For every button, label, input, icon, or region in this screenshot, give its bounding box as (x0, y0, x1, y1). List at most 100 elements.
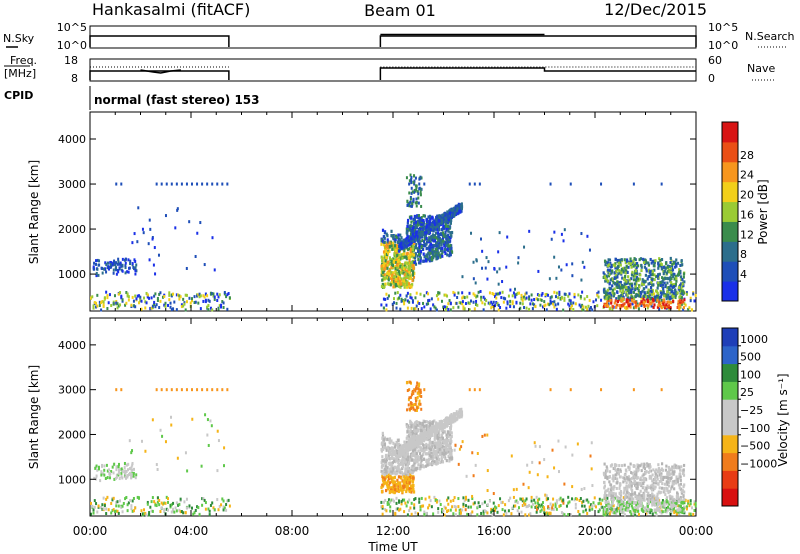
data-cell (668, 306, 672, 310)
data-cell (433, 305, 436, 309)
data-cell (394, 443, 397, 447)
data-cell (685, 505, 688, 509)
data-cell (159, 291, 162, 295)
data-cell (497, 504, 500, 508)
data-cell (100, 266, 103, 270)
data-cell (413, 225, 416, 230)
data-cell (411, 300, 414, 304)
data-cell (112, 300, 115, 304)
data-cell (672, 261, 676, 265)
data-cell (413, 388, 416, 392)
data-cell (212, 294, 215, 298)
data-cell (428, 447, 431, 451)
data-cell (533, 303, 536, 307)
data-cell (664, 285, 667, 289)
data-cell (640, 265, 643, 269)
data-cell (401, 465, 405, 469)
data-cell (389, 490, 392, 494)
nsky-label: N.Sky (3, 32, 35, 45)
data-cell (662, 269, 665, 273)
data-cell (500, 296, 503, 300)
data-cell (184, 293, 187, 297)
data-cell (403, 279, 406, 283)
data-cell (427, 215, 430, 219)
data-cell (688, 306, 691, 310)
data-cell (424, 497, 427, 501)
data-cell (206, 305, 209, 309)
data-cell (393, 457, 396, 461)
data-cell (387, 454, 390, 458)
data-cell (536, 506, 539, 510)
data-cell (137, 206, 140, 210)
data-cell (413, 271, 416, 275)
data-cell (466, 295, 469, 299)
data-cell (408, 247, 412, 251)
data-cell (608, 286, 611, 290)
data-cell (384, 249, 388, 254)
data-cell (221, 300, 224, 304)
data-cell (618, 269, 621, 273)
data-cell (415, 304, 418, 308)
data-cell (382, 478, 385, 482)
data-cell (406, 269, 409, 274)
data-cell (441, 250, 444, 254)
data-cell (388, 249, 391, 253)
data-cell (416, 423, 419, 427)
data-cell (620, 258, 623, 262)
data-cell (410, 241, 413, 245)
data-cell (132, 299, 135, 303)
data-cell (439, 248, 443, 253)
data-cell (664, 277, 667, 281)
data-cell (666, 265, 669, 269)
data-cell (672, 283, 676, 287)
freq-tick-bottom: 8 (71, 72, 78, 85)
data-cell (384, 258, 387, 263)
data-cell (434, 225, 437, 229)
data-cell (412, 275, 416, 279)
data-cell (616, 506, 619, 510)
data-cell (435, 294, 438, 298)
data-cell (672, 274, 675, 278)
data-cell (395, 501, 398, 505)
data-cell (396, 442, 400, 447)
data-cell (423, 424, 426, 428)
data-cell (408, 191, 411, 195)
data-cell (415, 204, 418, 208)
data-cell (642, 282, 646, 286)
data-cell (434, 498, 437, 502)
data-cell (604, 303, 607, 307)
data-cell (655, 274, 658, 278)
data-cell (548, 511, 551, 515)
data-cell (473, 501, 476, 505)
data-cell (408, 487, 411, 491)
power-scatter (90, 173, 697, 312)
data-cell (380, 505, 383, 509)
data-cell (105, 270, 108, 274)
data-cell (123, 471, 126, 475)
data-cell (415, 451, 418, 456)
data-cell (125, 463, 128, 467)
data-cell (578, 303, 581, 307)
data-cell (394, 460, 397, 464)
data-cell (412, 466, 415, 470)
data-cell (665, 271, 668, 275)
data-cell (128, 266, 131, 270)
data-cell (403, 273, 406, 277)
data-cell (413, 506, 416, 510)
data-cell (93, 476, 96, 480)
data-cell (99, 479, 102, 483)
data-cell (386, 238, 389, 242)
data-cell (450, 434, 453, 439)
data-cell (539, 303, 542, 307)
data-cell (483, 509, 486, 513)
data-cell (184, 308, 187, 312)
data-cell (419, 428, 422, 433)
data-cell (602, 513, 605, 517)
data-cell (435, 452, 438, 456)
data-cell (651, 259, 654, 263)
data-cell (400, 297, 403, 301)
data-cell (680, 287, 683, 291)
data-cell (403, 264, 406, 269)
data-cell (682, 499, 685, 503)
data-cell (394, 484, 397, 488)
